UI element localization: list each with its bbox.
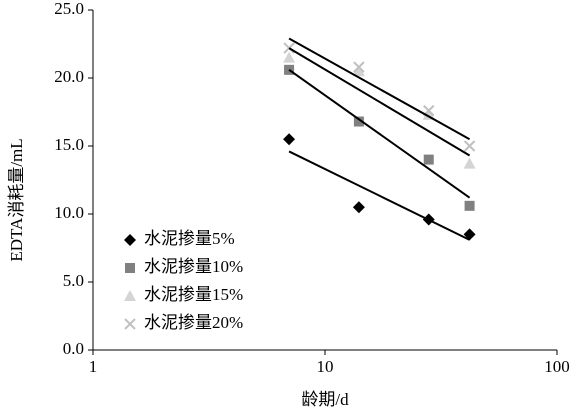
- y-tick-label: 0.0: [63, 339, 84, 358]
- legend-label: 水泥掺量20%: [144, 313, 243, 332]
- legend-marker: [125, 263, 135, 273]
- trend-line: [288, 47, 471, 157]
- legend-marker: [124, 290, 136, 301]
- trend-line: [288, 69, 471, 199]
- point: [423, 154, 434, 165]
- point: [352, 201, 365, 214]
- legend-marker: [124, 234, 136, 246]
- legend-label: 水泥掺量15%: [144, 285, 243, 304]
- x-axis-label: 龄期/d: [301, 390, 349, 409]
- point: [283, 51, 296, 63]
- point: [352, 65, 365, 77]
- trend-line: [288, 150, 471, 241]
- legend-label: 水泥掺量10%: [144, 257, 243, 276]
- trend-line: [288, 37, 471, 141]
- y-tick-label: 25.0: [54, 0, 84, 18]
- point: [463, 140, 476, 152]
- point: [353, 116, 364, 127]
- point: [463, 157, 476, 169]
- y-tick-label: 20.0: [54, 67, 84, 86]
- point: [464, 200, 475, 211]
- point: [283, 133, 296, 146]
- x-tick-label: 1: [89, 357, 98, 376]
- y-axis-label: EDTA消耗量/mL: [7, 138, 26, 261]
- y-tick-label: 10.0: [54, 203, 84, 222]
- y-tick-label: 5.0: [63, 271, 84, 290]
- point: [353, 61, 365, 73]
- legend-label: 水泥掺量5%: [144, 229, 235, 248]
- x-tick-label: 100: [544, 357, 570, 376]
- x-tick-label: 10: [317, 357, 334, 376]
- legend-marker: [124, 318, 136, 330]
- y-tick-label: 15.0: [54, 135, 84, 154]
